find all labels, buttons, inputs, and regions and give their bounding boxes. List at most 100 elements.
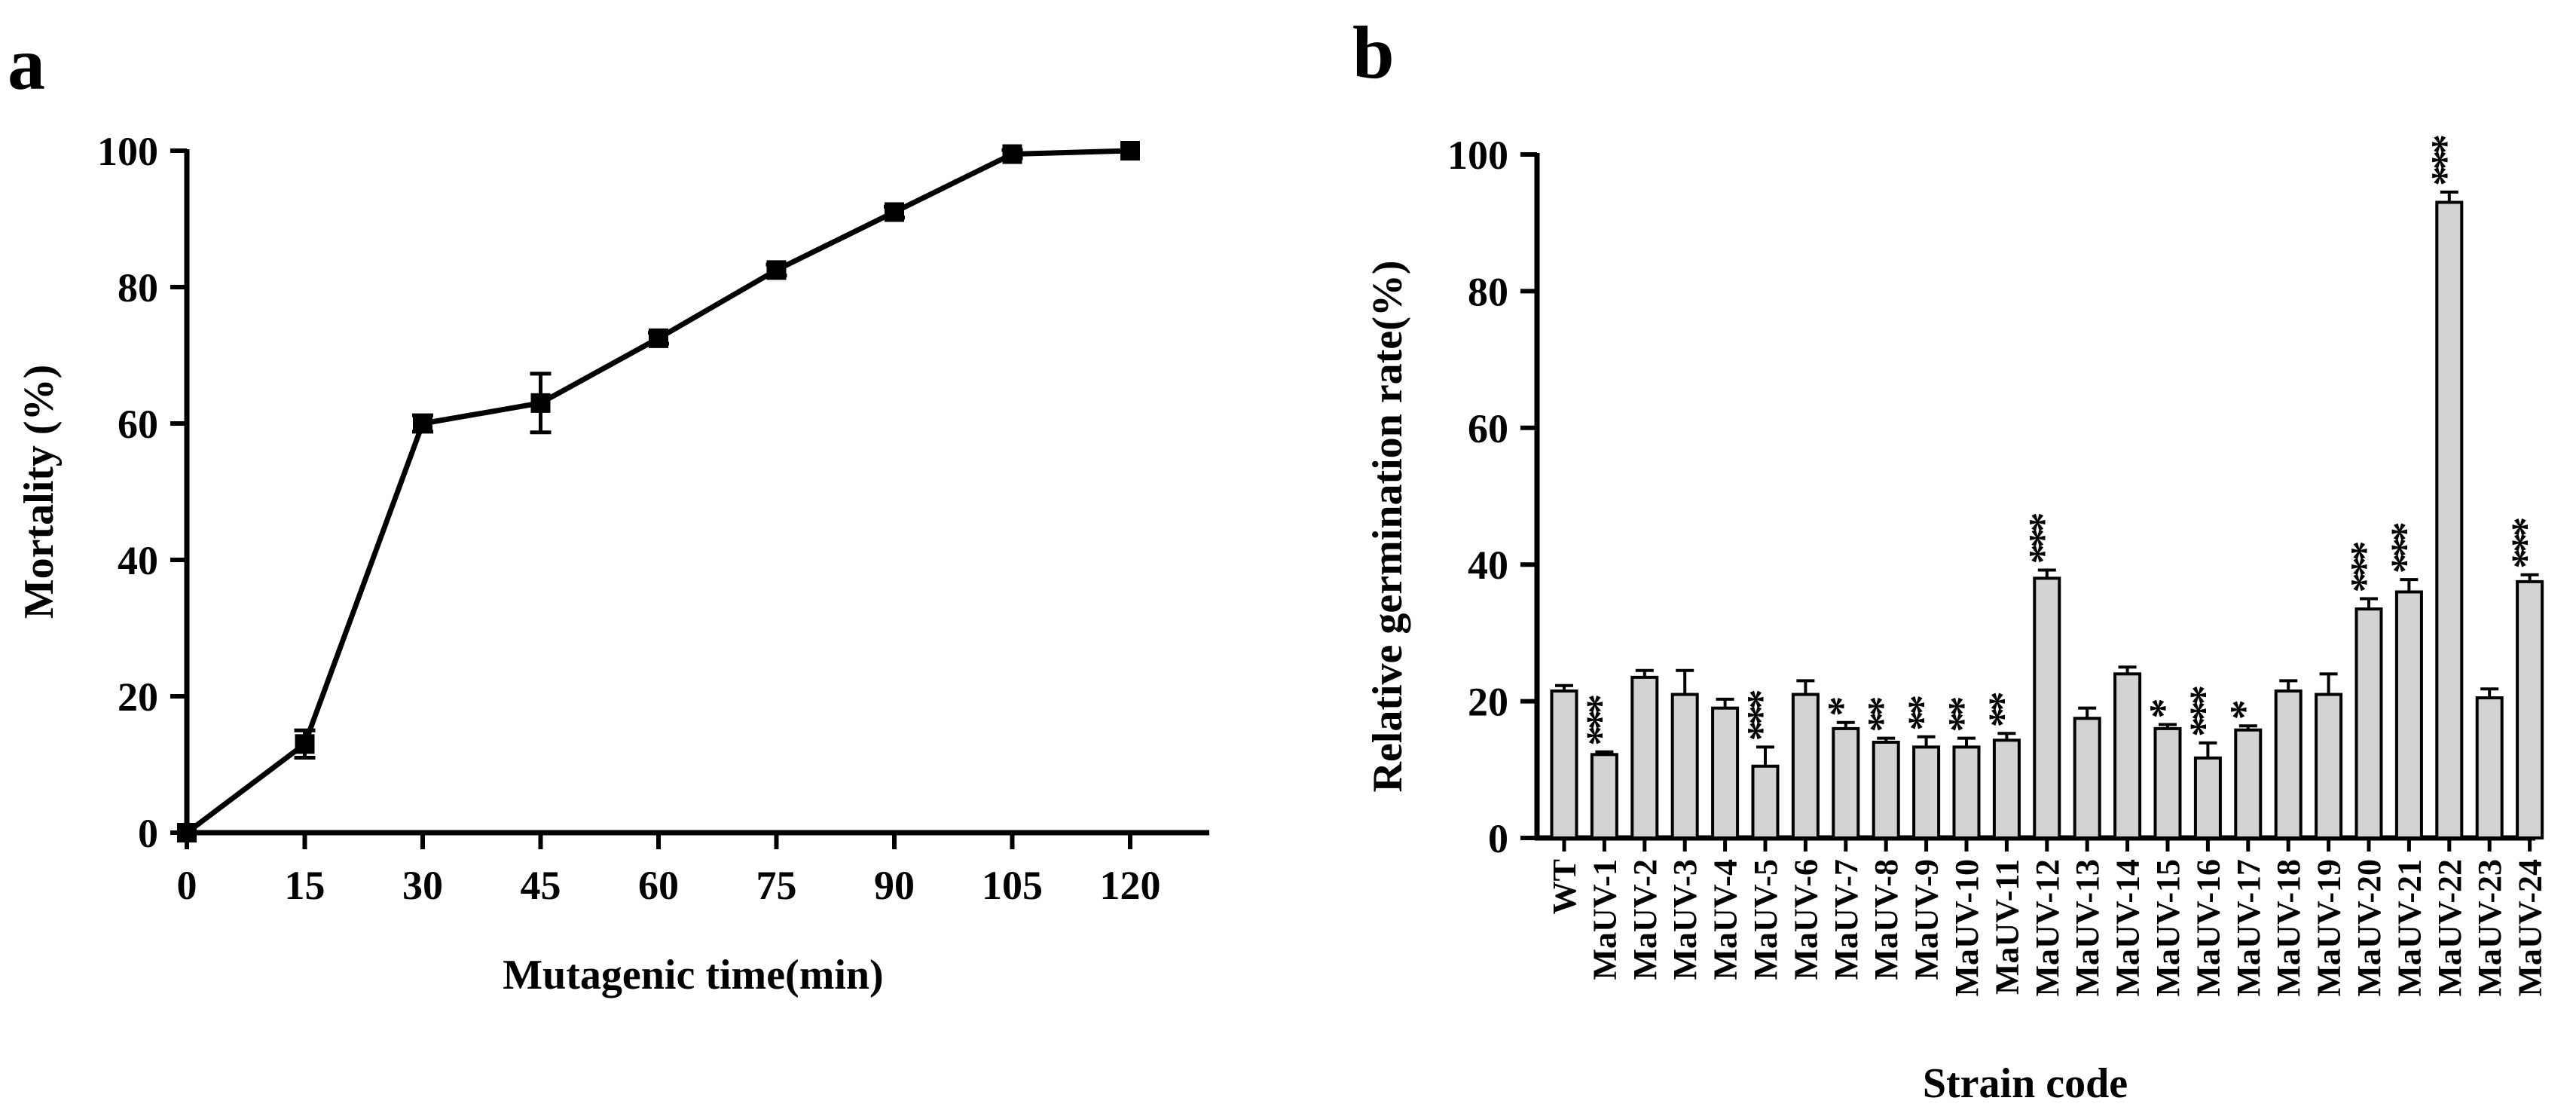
chart-b-x-tick-label: MaUV-23 (2471, 859, 2508, 996)
chart-b-significance-label: * (2222, 701, 2267, 720)
chart-b-y-tick-label: 20 (1468, 680, 1508, 725)
chart-a-x-tick-label: 30 (402, 863, 443, 908)
chart-b-x-tick-label: MaUV-22 (2431, 859, 2468, 996)
chart-b-y-tick-label: 80 (1468, 269, 1508, 314)
chart-a-point (530, 393, 551, 413)
chart-b-x-tick-label: MaUV-15 (2150, 859, 2186, 996)
chart-a-axes (184, 149, 1209, 836)
chart-b-x-tick-label: MaUV-19 (2311, 859, 2348, 996)
chart-b-significance-label: *** (2504, 518, 2549, 569)
chart-b-bar (2073, 717, 2101, 840)
chart-b-significance-label: *** (2181, 686, 2226, 737)
chart-b-significance-label: ** (1859, 698, 1905, 732)
chart-b-bar (1630, 675, 1659, 839)
chart-b-significance-label: * (1820, 698, 1865, 717)
chart-a-y-tick-label: 20 (118, 674, 158, 720)
chart-b-x-tick-label: MaUV-9 (1908, 859, 1945, 980)
chart-b-bar (2315, 693, 2343, 840)
chart-b-significance-label: *** (1578, 696, 1623, 746)
chart-b-x-tick-label: MaUV-17 (2230, 859, 2267, 996)
chart-b-y-axis-label: Relative germination rate(%) (1364, 261, 1411, 793)
chart-b-bar (2354, 607, 2383, 840)
chart-b-bar (1751, 764, 1780, 840)
chart-b-significance-label: *** (2423, 136, 2468, 186)
chart-a-x-tick-label: 90 (874, 863, 915, 908)
chart-b-bar (1832, 726, 1860, 839)
chart-a-x-tick-label: 120 (1100, 863, 1161, 908)
chart-a-y-tick-label: 80 (118, 265, 158, 310)
chart-b-bar (2234, 728, 2263, 839)
chart-a-x-tick-label: 0 (177, 863, 197, 908)
chart-b-bar (1791, 693, 1820, 840)
chart-b-x-tick-label: MaUV-7 (1828, 859, 1865, 980)
chart-b-marks: *** *** ***************************** (1550, 136, 2549, 840)
chart-b-bar (2516, 579, 2544, 839)
chart-a-x-axis-label: Mutagenic time(min) (503, 952, 883, 998)
chart-a-point (649, 328, 668, 348)
chart-a-y-tick-label: 0 (138, 811, 158, 856)
chart-b-significance-label: ** (1940, 698, 1985, 732)
chart-a-point (1120, 141, 1140, 161)
chart-b-x-tick-label: MaUV-3 (1667, 859, 1704, 980)
chart-b-bar (2274, 689, 2303, 839)
chart-b-significance-label: *** (2342, 543, 2388, 593)
chart-b-x-tick-label: WT (1546, 859, 1583, 914)
chart-b-significance-label: *** (2382, 523, 2428, 573)
chart-b-bar (1670, 693, 1699, 840)
chart-b-bar (1550, 689, 1578, 839)
chart-b-bar (1912, 745, 1941, 840)
chart-b-bar (2113, 672, 2142, 839)
chart-b-x-tick-label: MaUV-6 (1787, 859, 1824, 980)
chart-a-point (766, 260, 787, 280)
chart-b-bar (2435, 200, 2464, 839)
chart-b-x-tick-label: MaUV-16 (2189, 859, 2226, 996)
chart-b-y-tick-label: 40 (1468, 543, 1508, 588)
chart-a-series-line (185, 148, 1131, 835)
chart-b-x-tick-label: MaUV-12 (2029, 859, 2066, 996)
chart-b-x-tick-label: MaUV-8 (1868, 859, 1905, 980)
chart-b-bar (1590, 753, 1618, 840)
chart-a-x-tick-label: 75 (756, 863, 797, 908)
chart-b-bar (2394, 590, 2423, 839)
chart-b-bar (2033, 576, 2061, 840)
chart-b-significance-label: ** (1900, 696, 1945, 731)
chart-a-marks (177, 141, 1140, 842)
chart-b-x-tick-label: MaUV-1 (1586, 859, 1623, 980)
chart-a-y-axis-label: Mortality (%) (16, 365, 63, 619)
chart-b-x-tick-label: MaUV-21 (2391, 859, 2428, 996)
chart-a-point (295, 734, 315, 754)
chart-a-point (177, 823, 197, 842)
chart-b-bar (1711, 706, 1740, 839)
chart-a-x-tick-label: 15 (285, 863, 325, 908)
chart-a-y-tick-label: 100 (97, 129, 158, 174)
chart-b-x-tick-label: MaUV-13 (2069, 859, 2106, 996)
chart-b-x-axis-label: Strain code (1923, 1060, 2128, 1107)
chart-b-bar (2475, 696, 2504, 839)
chart-b-x-tick-label: MaUV-4 (1707, 859, 1744, 980)
chart-b-bar (2193, 756, 2222, 839)
chart-b-bar (1872, 741, 1900, 840)
chart-a-x-tick-label: 60 (638, 863, 679, 908)
chart-a-point (1002, 144, 1022, 164)
chart-a-x-tick-label: 105 (982, 863, 1043, 908)
chart-b-x-tick-label: MaUV-20 (2351, 859, 2388, 996)
chart-b-x-tick-label: MaUV-24 (2512, 859, 2549, 996)
panel-b-label: b (1352, 11, 1395, 94)
chart-b-x-tick-label: MaUV-5 (1747, 859, 1784, 980)
chart-b-significance-label: ** (1980, 693, 2025, 727)
chart-a-x-tick-label: 45 (521, 863, 561, 908)
chart-b-significance-label: *** (2021, 513, 2066, 564)
chart-b-x-tick-label: MaUV-18 (2270, 859, 2307, 996)
chart-b-y-tick-label: 0 (1488, 816, 1508, 861)
chart-a-y-tick-label: 40 (118, 538, 158, 583)
chart-b-bar (1952, 745, 1981, 840)
chart-b-x-tick-label: MaUV-11 (1988, 859, 2025, 995)
chart-b-bar (1992, 738, 2021, 840)
chart-b-significance-label: * (2141, 699, 2186, 718)
chart-b-significance-label: *** (1739, 690, 1784, 741)
chart-a-point (413, 414, 432, 433)
panel-a-label: a (8, 22, 45, 105)
